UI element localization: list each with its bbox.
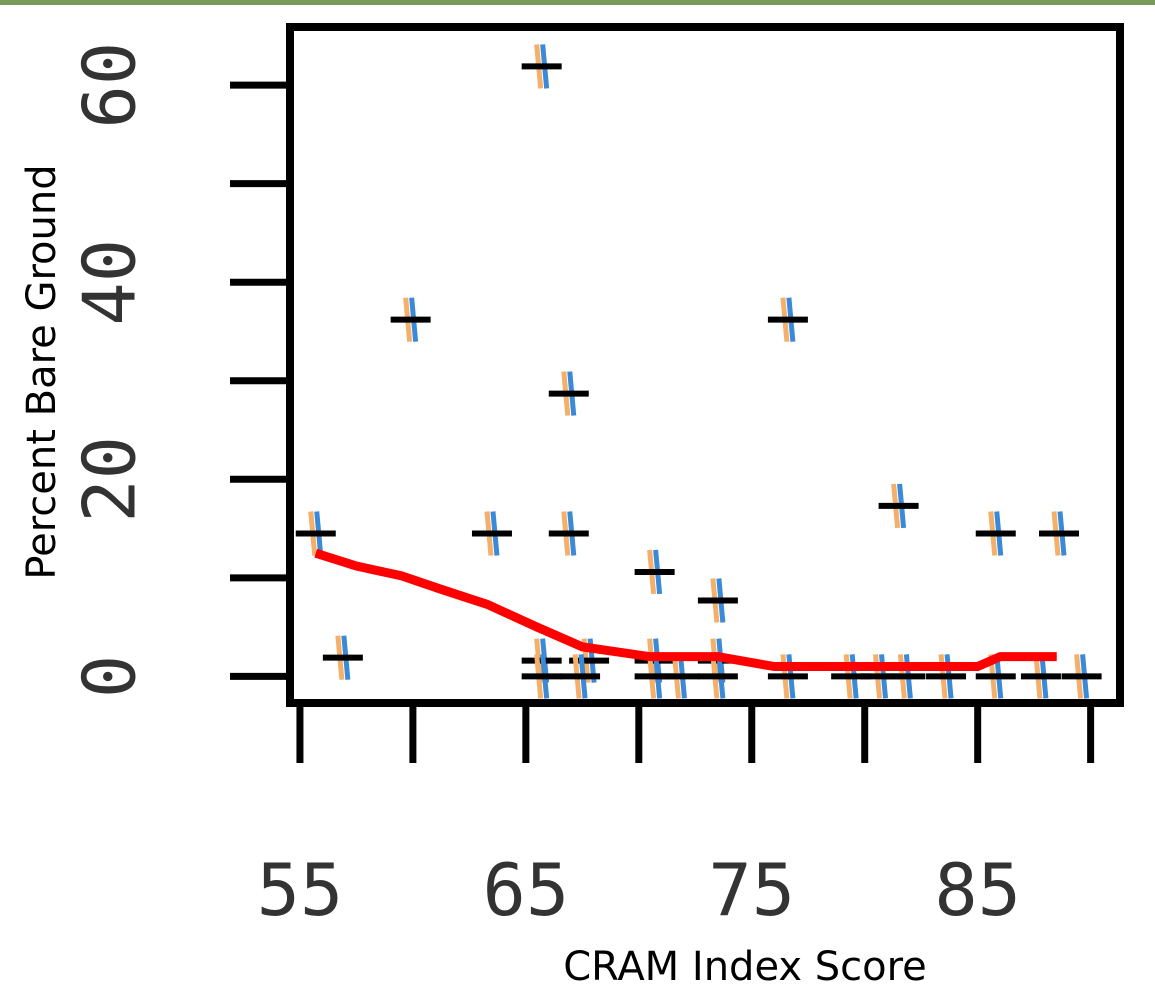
x-axis-label: CRAM Index Score [563,944,927,990]
background-strip [0,0,1155,5]
marker [1062,654,1102,698]
y-tick-label: 40 [68,239,152,326]
trend-line [316,553,1057,666]
x-tick-label: 55 [257,848,344,932]
x-tick-label: 85 [934,848,1021,932]
marker [296,512,336,556]
x-tick-label: 65 [483,848,570,932]
marker [885,654,925,698]
chart: CRAM Index Score Percent Bare Ground 0 20… [0,0,1155,999]
y-axis-label: Percent Bare Ground [19,164,65,579]
marker [926,654,966,698]
marker [879,484,919,528]
marker [1039,512,1079,556]
y-tick-label: 0 [68,655,152,698]
marker [768,298,808,342]
marker [698,579,738,623]
y-tick-label: 20 [68,436,152,523]
marker [522,44,562,88]
y-tick-label: 60 [68,42,152,129]
marker [472,512,512,556]
marker [391,298,431,342]
marker [768,654,808,698]
marker [976,512,1016,556]
x-tick-label: 75 [708,848,795,932]
marker [549,512,589,556]
marker [323,636,363,680]
marker [549,372,589,416]
page: CRAM Index Score Percent Bare Ground 0 20… [0,0,1155,999]
marker [635,550,675,594]
